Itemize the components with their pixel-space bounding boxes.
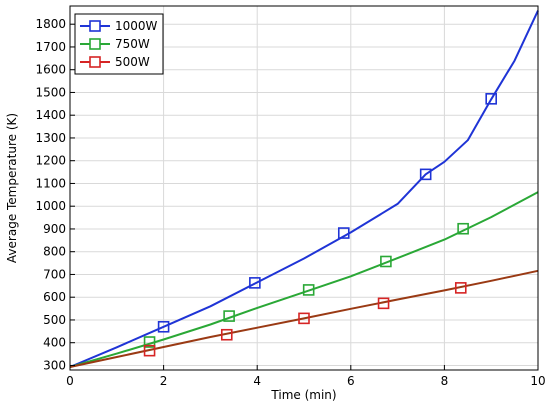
- x-tick-label: 4: [253, 374, 261, 388]
- legend-swatch-marker: [90, 39, 100, 49]
- y-tick-label: 1000: [35, 199, 66, 213]
- legend-swatch-marker: [90, 57, 100, 67]
- x-tick-label: 2: [160, 374, 168, 388]
- x-tick-label: 6: [347, 374, 355, 388]
- y-tick-label: 900: [43, 222, 66, 236]
- x-axis-title: Time (min): [270, 388, 336, 402]
- legend-label: 1000W: [115, 19, 158, 33]
- series-markers: [145, 94, 497, 356]
- y-tick-label: 700: [43, 267, 66, 281]
- y-tick-label: 400: [43, 336, 66, 350]
- legend-label: 750W: [115, 37, 150, 51]
- y-tick-label: 1800: [35, 17, 66, 31]
- y-tick-label: 300: [43, 358, 66, 372]
- x-tick-label: 10: [530, 374, 545, 388]
- y-axis-ticks: 300 400 500 600 700 800 900 1000 1100 1200 1300 140…: [35, 17, 75, 372]
- y-axis-title: Average Temperature (K): [5, 113, 19, 263]
- y-tick-label: 1300: [35, 131, 66, 145]
- series-line-750W: [70, 192, 538, 367]
- legend-item: 750W: [80, 37, 150, 51]
- y-tick-label: 1700: [35, 40, 66, 54]
- x-tick-label: 0: [66, 374, 74, 388]
- x-axis-ticks: 0 2 4 6 8 10: [66, 365, 545, 388]
- legend-swatch-marker: [90, 21, 100, 31]
- y-tick-label: 1400: [35, 108, 66, 122]
- y-tick-label: 1200: [35, 154, 66, 168]
- y-tick-label: 1500: [35, 85, 66, 99]
- legend-label: 500W: [115, 55, 150, 69]
- legend-item: 1000W: [80, 19, 158, 33]
- y-tick-label: 1100: [35, 176, 66, 190]
- x-tick-label: 8: [441, 374, 449, 388]
- legend: 1000W 750W 500W: [75, 14, 163, 74]
- y-tick-label: 800: [43, 245, 66, 259]
- legend-item: 500W: [80, 55, 150, 69]
- y-tick-label: 600: [43, 290, 66, 304]
- y-tick-label: 1600: [35, 63, 66, 77]
- y-tick-label: 500: [43, 313, 66, 327]
